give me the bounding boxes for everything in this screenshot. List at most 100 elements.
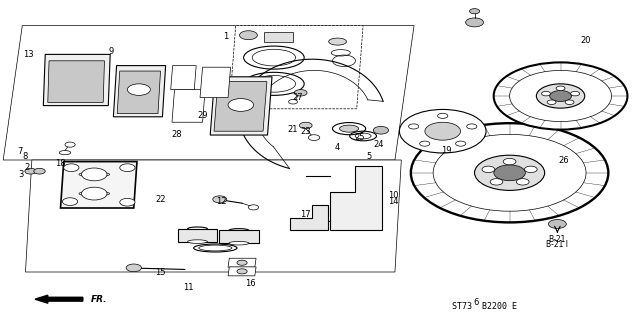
Polygon shape [229,26,363,109]
Circle shape [34,168,45,174]
Text: 10: 10 [389,191,399,200]
Circle shape [65,142,75,147]
Polygon shape [172,90,205,122]
Text: 18: 18 [55,159,66,168]
Circle shape [64,164,79,172]
Circle shape [547,100,556,104]
Ellipse shape [79,191,110,196]
Text: 20: 20 [581,36,591,44]
Polygon shape [117,71,161,114]
Circle shape [373,126,389,134]
Polygon shape [290,205,328,230]
Text: 25: 25 [355,133,365,142]
Text: 26: 26 [559,156,569,164]
Text: 6: 6 [474,298,479,307]
Ellipse shape [59,151,71,155]
Ellipse shape [229,228,248,232]
Circle shape [237,260,247,265]
Circle shape [550,91,571,101]
Text: 14: 14 [389,197,399,206]
Text: 2: 2 [25,163,30,172]
Text: 23: 23 [301,127,311,136]
Text: 3: 3 [18,170,24,179]
Circle shape [420,141,430,146]
Polygon shape [3,26,414,160]
Text: B-21: B-21 [548,236,566,244]
Circle shape [408,124,419,129]
Circle shape [411,123,608,222]
Polygon shape [200,67,231,98]
Text: 17: 17 [301,210,311,219]
Circle shape [517,179,529,185]
Polygon shape [219,230,259,243]
Text: 13: 13 [24,50,34,59]
Circle shape [482,166,495,172]
Ellipse shape [79,172,110,177]
Text: 29: 29 [197,111,208,120]
Polygon shape [210,77,272,135]
Polygon shape [113,66,166,117]
Circle shape [548,220,566,228]
Polygon shape [330,166,382,230]
Circle shape [438,113,448,118]
Circle shape [565,100,574,104]
Polygon shape [61,162,137,208]
Polygon shape [25,160,401,272]
Polygon shape [228,267,256,276]
Text: 21: 21 [288,125,298,134]
Polygon shape [171,66,196,90]
Circle shape [494,62,627,130]
FancyArrow shape [35,295,83,303]
Circle shape [240,31,257,40]
Text: 22: 22 [155,195,166,204]
Circle shape [455,141,466,146]
Polygon shape [48,61,104,102]
Circle shape [228,99,254,111]
Circle shape [82,187,107,200]
Circle shape [294,90,307,96]
Polygon shape [178,229,217,242]
Text: 7: 7 [18,147,23,156]
Circle shape [467,124,477,129]
Circle shape [120,198,135,206]
Polygon shape [228,258,256,267]
Text: 4: 4 [335,143,340,152]
Text: ST73  B2200 E: ST73 B2200 E [452,302,517,311]
Text: 16: 16 [245,279,255,288]
Text: 1: 1 [224,32,229,41]
Circle shape [120,164,135,172]
Circle shape [248,205,259,210]
Circle shape [475,155,545,190]
Circle shape [541,92,550,96]
Ellipse shape [187,227,207,231]
Ellipse shape [229,241,248,245]
Text: 8: 8 [23,152,28,161]
Circle shape [556,86,565,91]
Text: 12: 12 [217,197,227,206]
Circle shape [536,84,585,108]
Circle shape [399,109,486,153]
Text: 24: 24 [374,140,384,148]
Ellipse shape [340,125,359,132]
Text: 5: 5 [367,152,372,161]
Text: B-21 I: B-21 I [547,240,568,249]
Circle shape [127,84,150,95]
Circle shape [571,92,580,96]
Circle shape [299,122,312,129]
Polygon shape [43,54,110,106]
Circle shape [494,165,526,181]
Circle shape [25,168,36,174]
Circle shape [469,9,480,14]
Circle shape [308,135,320,140]
Ellipse shape [187,240,207,244]
Circle shape [289,100,297,104]
Circle shape [425,122,461,140]
Text: 27: 27 [293,93,303,102]
Circle shape [82,168,107,181]
Polygon shape [214,82,267,131]
Polygon shape [264,32,293,42]
Circle shape [503,158,516,165]
Ellipse shape [333,123,366,135]
Circle shape [213,196,227,203]
Text: 15: 15 [155,268,166,277]
